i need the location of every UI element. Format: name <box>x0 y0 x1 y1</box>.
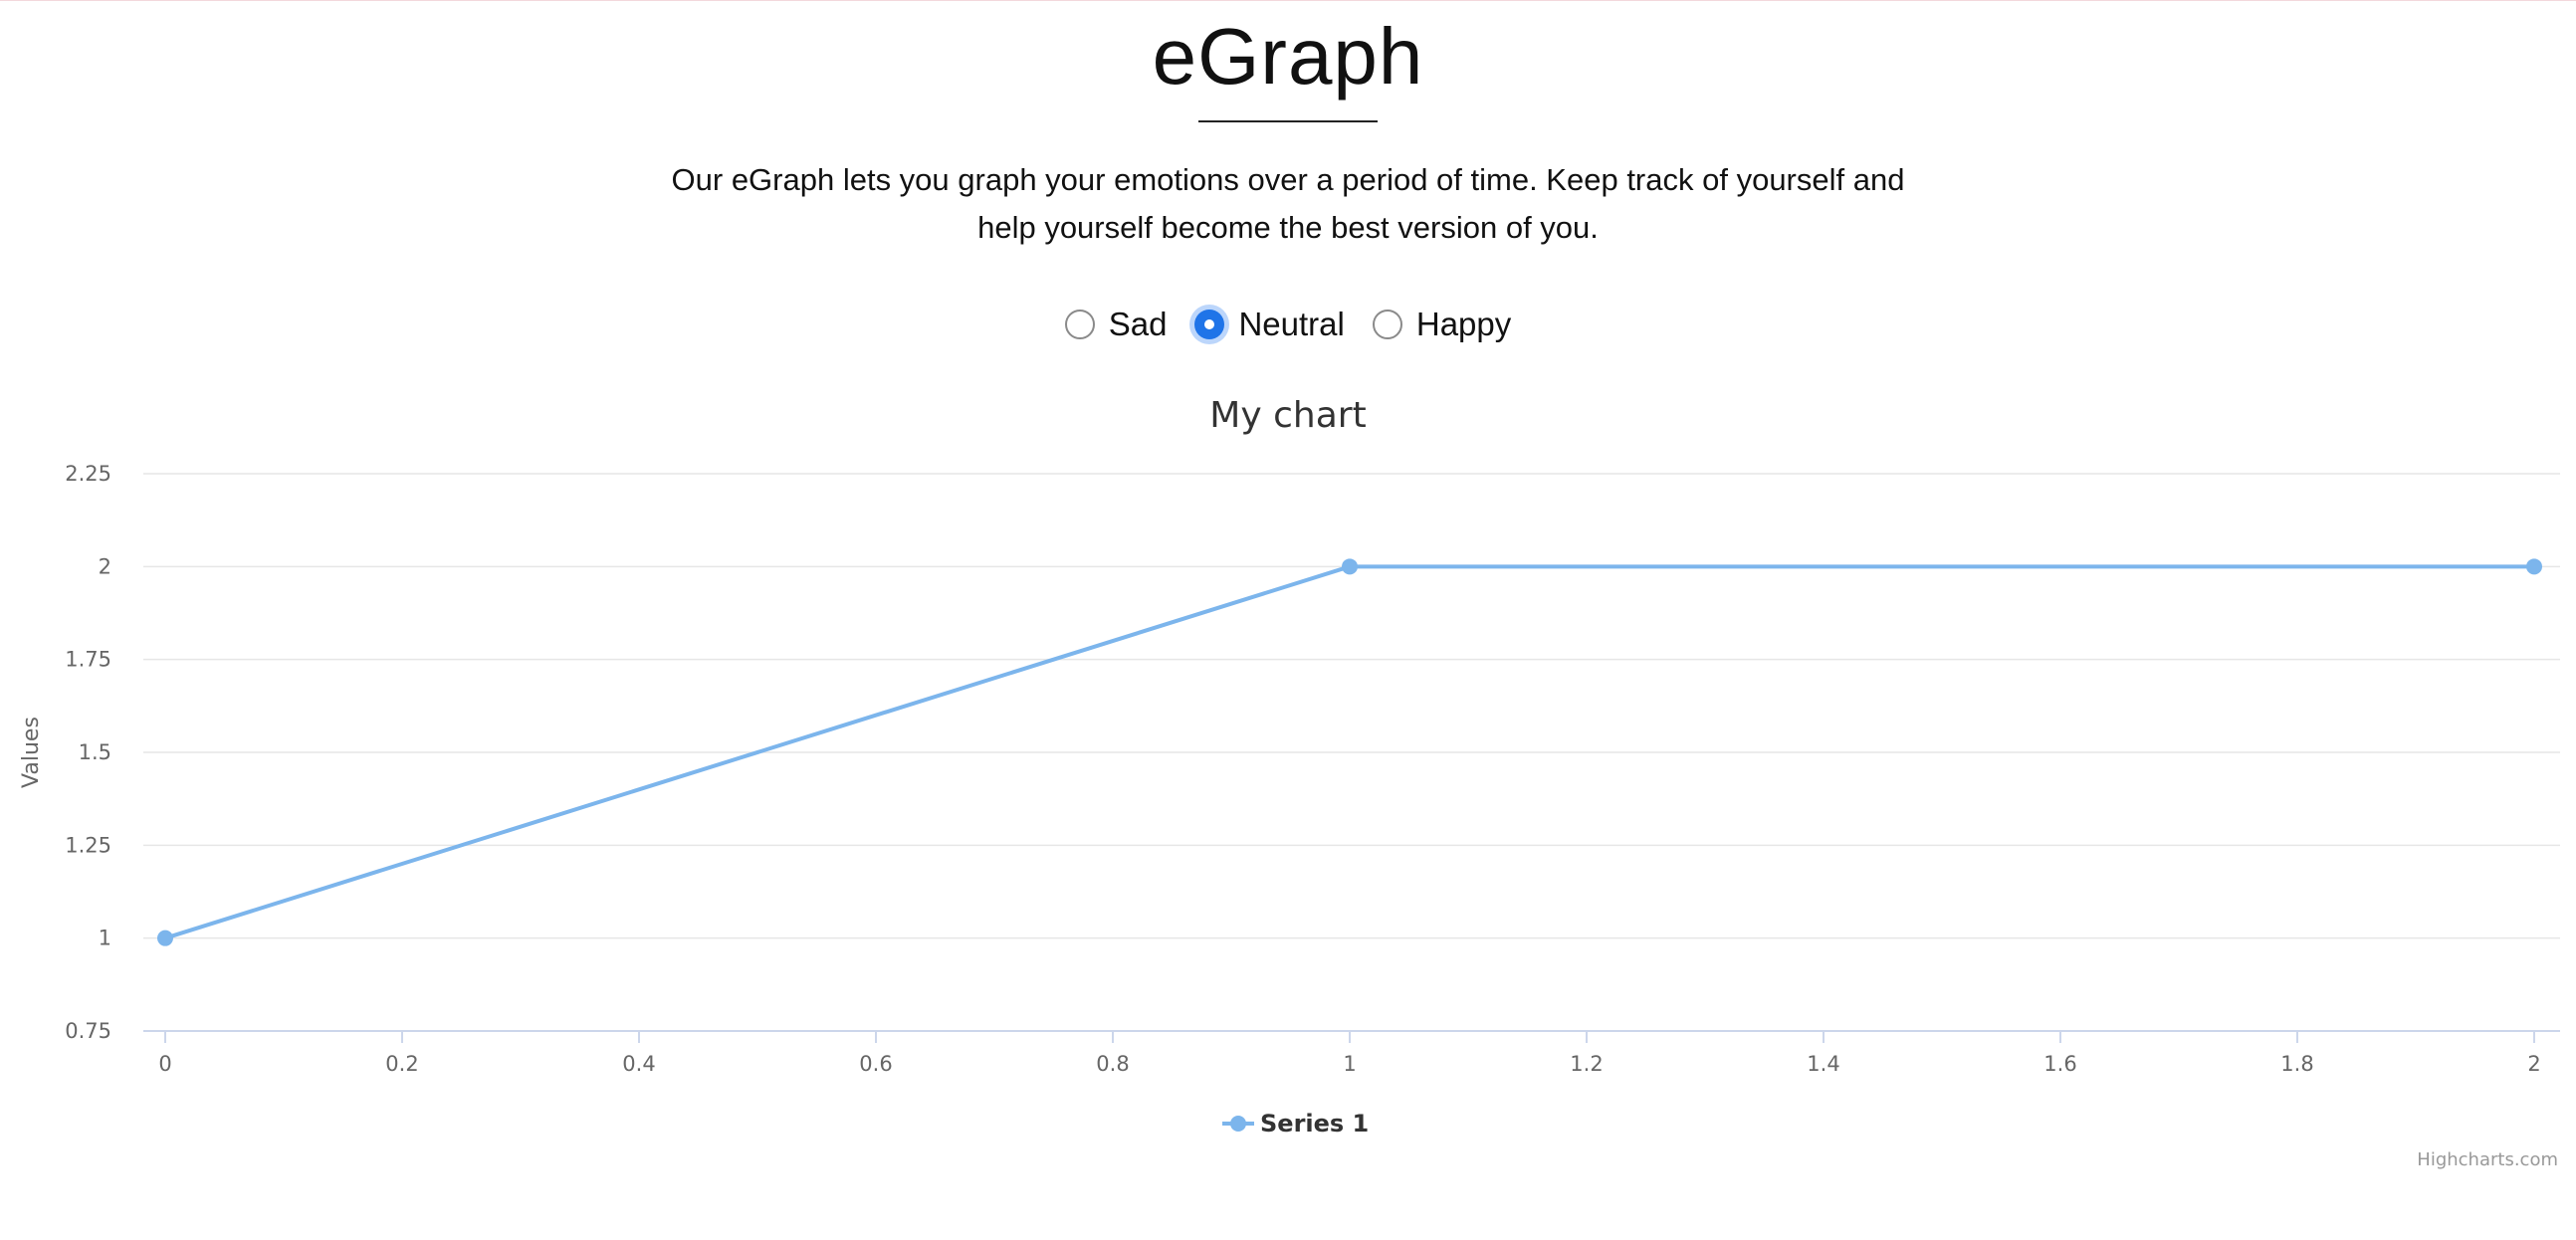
y-axis-title: Values <box>19 717 44 788</box>
data-point[interactable] <box>2526 558 2542 575</box>
mood-label-sad: Sad <box>1108 306 1168 342</box>
x-tick-label: 0.8 <box>1096 1052 1129 1076</box>
mood-option-neutral[interactable]: Neutral <box>1194 306 1345 343</box>
title-underline <box>1198 120 1378 122</box>
y-tick-label: 1.5 <box>79 740 111 764</box>
x-tick-label: 1.6 <box>2043 1052 2076 1076</box>
x-tick-label: 0.4 <box>622 1052 655 1076</box>
radio-neutral[interactable] <box>1194 310 1225 339</box>
chart-credits[interactable]: Highcharts.com <box>2417 1149 2558 1170</box>
x-axis-ticks: 0 0.2 0.4 0.6 0.8 1 1.2 1.4 1.6 1.8 2 <box>158 1031 2541 1076</box>
mood-label-neutral: Neutral <box>1238 306 1345 342</box>
data-point[interactable] <box>1342 558 1358 575</box>
series-layer <box>157 558 2542 946</box>
legend-series-label[interactable]: Series 1 <box>1260 1110 1369 1137</box>
radio-happy[interactable] <box>1372 310 1402 339</box>
intro-line-1: Our eGraph lets you graph your emotions … <box>671 162 1905 197</box>
y-tick-label: 2.25 <box>65 462 111 486</box>
line-chart: My chart 0.75 1 1.25 1.5 1.75 2 2.25 0 0.2 0.4 0.… <box>19 395 2560 1170</box>
page-title: eGraph <box>1152 12 1424 101</box>
x-tick-label: 2 <box>2527 1052 2540 1076</box>
x-tick-label: 0.2 <box>385 1052 418 1076</box>
chart-container: My chart 0.75 1 1.25 1.5 1.75 2 2.25 0 0.2 0.4 0.… <box>0 379 2576 1185</box>
data-point[interactable] <box>157 930 173 946</box>
intro-line-2: help yourself become the best version of… <box>977 210 1599 245</box>
grid-lines <box>143 473 2560 1032</box>
y-tick-label: 2 <box>99 554 111 578</box>
legend[interactable]: Series 1 <box>1222 1110 1369 1137</box>
x-tick-label: 1.8 <box>2280 1052 2313 1076</box>
x-tick-label: 0 <box>158 1052 171 1076</box>
y-tick-label: 1.25 <box>65 833 111 857</box>
y-tick-label: 1.75 <box>65 648 111 672</box>
legend-series-marker <box>1230 1116 1246 1132</box>
mood-option-sad[interactable]: Sad <box>1064 306 1168 343</box>
y-tick-label: 1 <box>99 927 111 950</box>
x-tick-label: 0.6 <box>859 1052 892 1076</box>
intro-text: Our eGraph lets you graph your emotions … <box>577 156 1999 252</box>
y-tick-label: 0.75 <box>65 1019 111 1043</box>
x-tick-label: 1 <box>1343 1052 1356 1076</box>
chart-title: My chart <box>1209 395 1366 436</box>
mood-label-happy: Happy <box>1415 306 1512 342</box>
x-tick-label: 1.2 <box>1570 1052 1603 1076</box>
mood-radio-group: Sad Neutral Happy <box>0 300 2576 349</box>
y-axis-ticks: 0.75 1 1.25 1.5 1.75 2 2.25 <box>65 462 111 1043</box>
radio-sad[interactable] <box>1064 310 1095 339</box>
mood-option-happy[interactable]: Happy <box>1372 306 1512 343</box>
x-tick-label: 1.4 <box>1807 1052 1839 1076</box>
